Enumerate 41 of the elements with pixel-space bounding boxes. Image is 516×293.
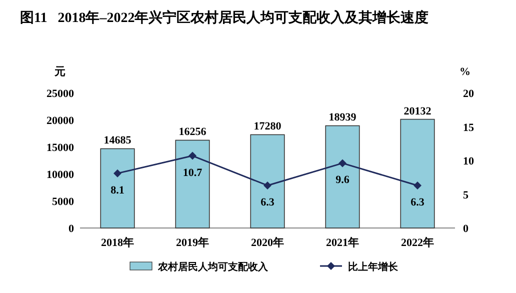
point <box>414 181 422 190</box>
y2-tick-label: 15 <box>463 122 474 134</box>
bar <box>325 125 360 228</box>
data-label: 17280 <box>254 120 282 133</box>
point <box>264 181 272 190</box>
legend-label: 农村居民人均可支配收入 <box>157 261 269 273</box>
x-tick-label: 2022年 <box>401 236 434 249</box>
x-tick-label: 2021年 <box>326 236 359 249</box>
y-tick-label: 10000 <box>46 169 74 181</box>
bar <box>400 118 435 228</box>
data-label: 16256 <box>178 126 207 138</box>
point <box>114 169 122 178</box>
data-label: 9.6 <box>336 174 350 186</box>
chart-title: 图11 2018年–2022年兴宁区农村居民人均可支配收入及其增长速度 <box>20 9 429 26</box>
y-tick-label: 20000 <box>46 115 74 127</box>
y-tick-label: 25000 <box>46 88 74 100</box>
data-label: 6.3 <box>260 196 275 208</box>
point <box>338 159 346 168</box>
y-axis-title: 元 <box>54 66 66 78</box>
data-label: 6.3 <box>410 196 425 208</box>
data-label: 18939 <box>328 112 357 124</box>
data-label: 14685 <box>104 134 132 147</box>
x-tick-label: 2018年 <box>101 236 134 249</box>
x-tick-label: 2020年 <box>251 236 284 249</box>
data-label: 20132 <box>404 105 432 118</box>
y2-tick-label: 0 <box>463 223 469 235</box>
y2-axis-title: % <box>460 66 470 78</box>
y-tick-label: 0 <box>68 223 74 235</box>
bar <box>175 140 210 228</box>
legend-label: 比上年增长 <box>348 261 399 273</box>
y2-tick-label: 10 <box>463 156 474 168</box>
data-label: 10.7 <box>182 166 203 179</box>
y-tick-label: 15000 <box>46 142 74 154</box>
y2-tick-label: 5 <box>463 189 469 202</box>
y-tick-label: 5000 <box>52 196 74 208</box>
point <box>188 152 196 160</box>
bar <box>250 134 285 228</box>
data-label: 8.1 <box>110 184 124 196</box>
y2-tick-label: 20 <box>463 88 474 100</box>
x-tick-label: 2019年 <box>176 236 209 249</box>
bar <box>100 148 135 228</box>
